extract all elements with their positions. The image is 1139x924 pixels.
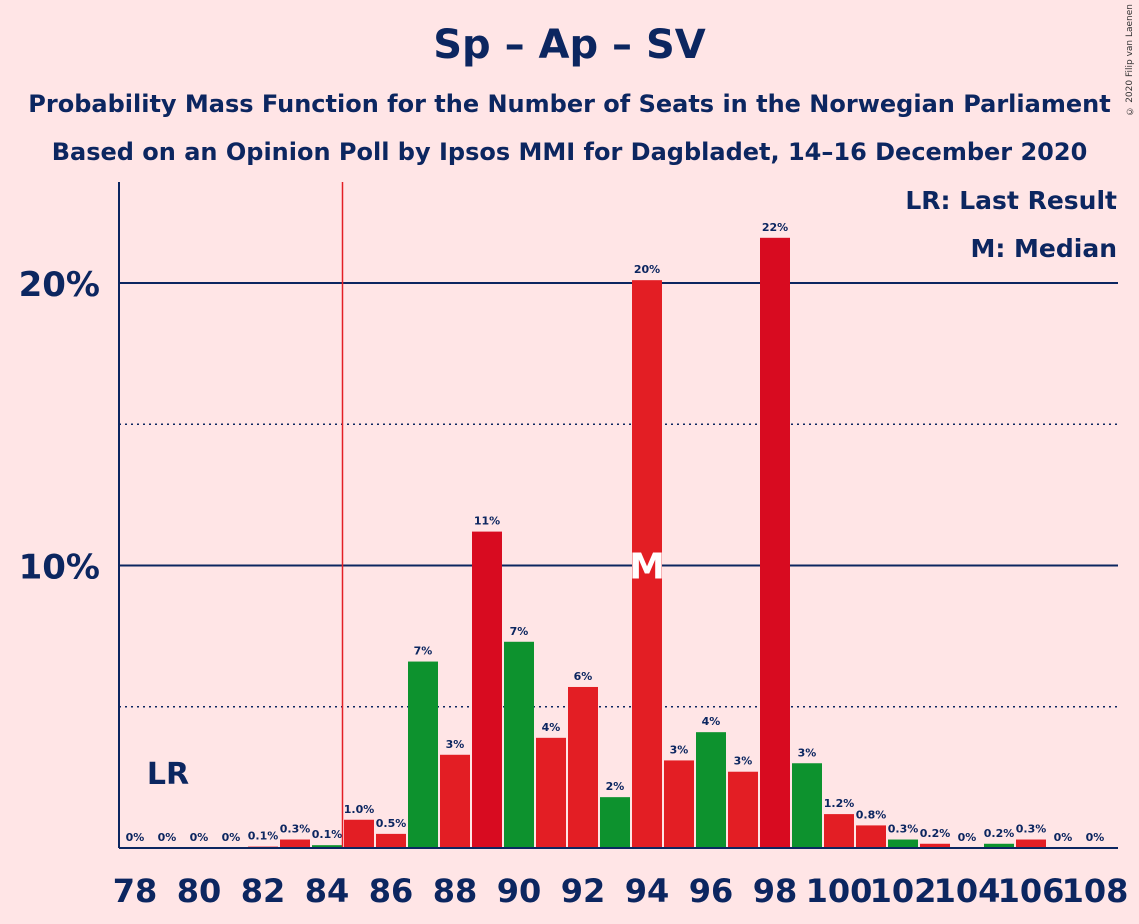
chart-subtitle-1: Probability Mass Function for the Number… <box>28 90 1111 118</box>
bar-value-label: 0% <box>1054 831 1073 844</box>
bar-94 <box>632 280 662 848</box>
bar-103 <box>920 843 950 848</box>
bar-value-label: 3% <box>670 743 689 756</box>
bar-value-label: 3% <box>798 746 817 759</box>
bar-value-label: 0% <box>126 831 145 844</box>
bar-93 <box>600 797 630 848</box>
x-tick-label: 90 <box>497 872 542 910</box>
x-tick-label: 94 <box>625 872 670 910</box>
bar-value-label: 0.3% <box>888 823 919 836</box>
bar-value-label: 22% <box>762 221 788 234</box>
x-tick-label: 100 <box>806 872 873 910</box>
y-tick-label: 20% <box>19 265 100 305</box>
copyright-notice: © 2020 Filip van Laenen <box>1125 4 1135 116</box>
legend-median: M: Median <box>970 234 1117 263</box>
bar-value-label: 6% <box>574 670 593 683</box>
bar-value-label: 0.2% <box>920 827 951 840</box>
bar-value-label: 0.3% <box>1016 823 1047 836</box>
bar-value-label: 0.5% <box>376 817 407 830</box>
x-tick-label: 78 <box>113 872 158 910</box>
bar-91 <box>536 737 566 848</box>
x-tick-label: 102 <box>870 872 937 910</box>
bar-88 <box>440 754 470 848</box>
bar-105 <box>984 843 1014 848</box>
bar-value-label: 3% <box>446 738 465 751</box>
bar-85 <box>344 819 374 848</box>
bar-92 <box>568 686 598 848</box>
bar-86 <box>376 833 406 848</box>
legend-last-result: LR: Last Result <box>905 186 1117 215</box>
x-tick-label: 82 <box>241 872 286 910</box>
bar-83 <box>280 839 310 848</box>
bar-84 <box>312 845 342 848</box>
bar-99 <box>792 763 822 848</box>
bar-87 <box>408 661 438 848</box>
bar-90 <box>504 641 534 848</box>
bar-value-label: 0.8% <box>856 808 887 821</box>
bar-value-label: 20% <box>634 263 660 276</box>
bar-96 <box>696 732 726 848</box>
bar-97 <box>728 771 758 848</box>
x-tick-label: 108 <box>1062 872 1129 910</box>
x-tick-label: 84 <box>305 872 350 910</box>
bar-value-label: 4% <box>702 715 721 728</box>
bar-100 <box>824 814 854 848</box>
last-result-label: LR <box>147 757 189 792</box>
bar-value-label: 0% <box>1086 831 1105 844</box>
bar-value-label: 7% <box>510 625 529 638</box>
bar-value-label: 0.1% <box>248 830 279 843</box>
bar-value-label: 1.2% <box>824 797 855 810</box>
bar-106 <box>1016 839 1046 848</box>
bar-value-label: 4% <box>542 721 561 734</box>
y-tick-label: 10% <box>19 548 100 588</box>
bar-value-label: 3% <box>734 755 753 768</box>
x-tick-label: 98 <box>753 872 798 910</box>
x-tick-label: 104 <box>934 872 1001 910</box>
bar-value-label: 0.2% <box>984 827 1015 840</box>
bar-101 <box>856 825 886 848</box>
bar-value-label: 2% <box>606 780 625 793</box>
bar-value-label: 0.3% <box>280 823 311 836</box>
x-tick-label: 80 <box>177 872 222 910</box>
chart-title: Sp – Ap – SV <box>433 22 706 68</box>
median-marker: M <box>629 547 665 588</box>
x-tick-label: 96 <box>689 872 734 910</box>
bar-value-label: 0% <box>158 831 177 844</box>
bar-value-label: 0% <box>190 831 209 844</box>
bar-value-label: 0% <box>958 831 977 844</box>
bar-value-label: 1.0% <box>344 803 375 816</box>
bar-89 <box>472 531 502 848</box>
bar-value-label: 0.1% <box>312 828 343 841</box>
x-tick-label: 106 <box>998 872 1065 910</box>
bar-value-label: 0% <box>222 831 241 844</box>
bar-98 <box>760 237 790 849</box>
bar-95 <box>664 760 694 848</box>
chart-subtitle-2: Based on an Opinion Poll by Ipsos MMI fo… <box>51 138 1088 166</box>
bar-102 <box>888 839 918 848</box>
x-tick-label: 88 <box>433 872 478 910</box>
bar-value-label: 7% <box>414 645 433 658</box>
x-tick-label: 92 <box>561 872 606 910</box>
bar-value-label: 11% <box>474 515 500 528</box>
x-tick-label: 86 <box>369 872 414 910</box>
